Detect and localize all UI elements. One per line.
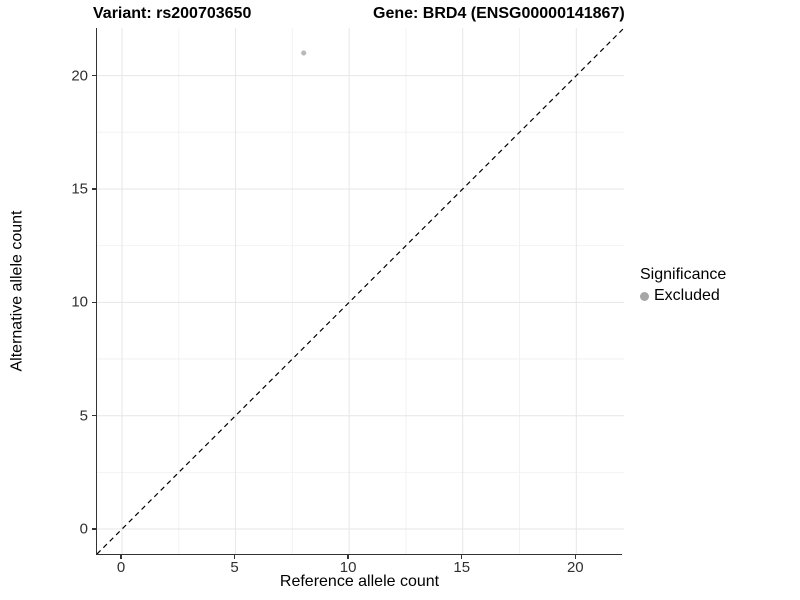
plot-title-gene: Gene: BRD4 (ENSG00000141867)	[373, 5, 625, 22]
legend-item-label: Excluded	[654, 287, 720, 304]
y-tick-mark	[91, 301, 96, 304]
x-tick-label: 15	[453, 559, 471, 576]
legend-title: Significance	[640, 266, 727, 283]
x-tick-mark	[233, 554, 236, 559]
identity-reference-line	[97, 28, 624, 554]
x-tick-mark	[347, 554, 349, 559]
plot-title-variant: Variant: rs200703650	[93, 5, 252, 22]
x-tick-mark	[460, 554, 463, 559]
legend-item-excluded: Excluded	[640, 287, 726, 305]
x-tick-label: 20	[566, 559, 584, 576]
x-tick-label: 10	[339, 559, 357, 576]
x-tick-mark	[574, 554, 577, 559]
x-tick-mark	[120, 554, 122, 559]
legend: Significance Excluded	[640, 266, 726, 305]
x-tick-label: 5	[230, 559, 239, 576]
x-axis-title: Reference allele count	[279, 573, 440, 590]
y-tick-label: 20	[71, 67, 88, 85]
excluded-point-icon	[640, 291, 649, 301]
y-axis-title: Alternative allele count	[8, 210, 26, 372]
y-tick-label: 10	[71, 293, 88, 311]
y-tick-label: 5	[79, 407, 88, 425]
y-tick-mark	[91, 528, 96, 530]
plot-panel	[96, 28, 624, 555]
data-point	[301, 50, 307, 56]
y-tick-mark	[91, 188, 96, 190]
y-tick-mark	[91, 74, 96, 77]
y-tick-label: 15	[71, 180, 88, 198]
y-tick-label: 0	[79, 520, 88, 538]
plot-canvas	[97, 28, 624, 554]
x-tick-label: 0	[116, 559, 126, 576]
y-tick-mark	[91, 414, 96, 417]
